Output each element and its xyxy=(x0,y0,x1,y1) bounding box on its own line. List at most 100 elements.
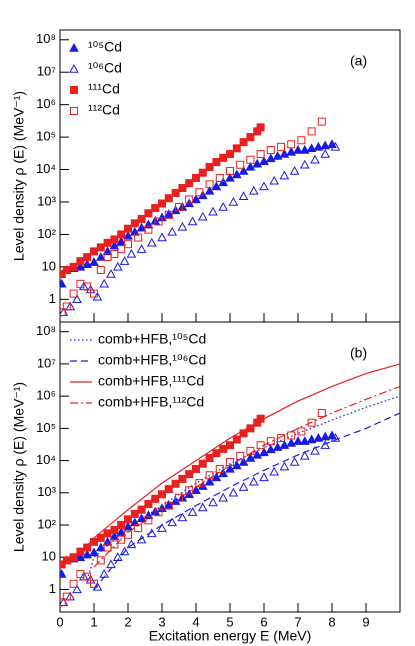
data-point xyxy=(110,540,119,549)
data-point xyxy=(117,230,126,239)
data-point xyxy=(90,537,98,546)
data-point xyxy=(130,509,139,518)
data-point xyxy=(245,453,256,462)
data-point xyxy=(90,247,98,256)
data-point xyxy=(187,507,198,516)
plot-area xyxy=(60,117,341,317)
data-point xyxy=(76,257,85,266)
data-point xyxy=(297,427,306,436)
y-tick-label: 1 xyxy=(49,581,56,596)
data-point xyxy=(96,533,105,542)
data-point xyxy=(117,535,126,544)
data-point xyxy=(245,161,256,171)
data-point xyxy=(265,444,276,454)
legend-label: ¹¹¹Cd xyxy=(88,81,120,97)
legend-label: ¹¹²Cd xyxy=(88,102,120,118)
y-tick-label: 10⁸ xyxy=(36,31,56,46)
y-tick-label: 10³ xyxy=(37,484,56,499)
data-point xyxy=(228,196,239,206)
data-point xyxy=(293,436,303,445)
data-point xyxy=(310,154,320,164)
data-point xyxy=(76,547,85,556)
data-point xyxy=(218,468,229,478)
data-point xyxy=(310,445,320,455)
data-point xyxy=(226,167,234,176)
y-tick-label: 1 xyxy=(49,291,56,306)
data-point xyxy=(246,155,255,164)
data-point xyxy=(144,209,153,218)
data-point xyxy=(102,536,113,546)
data-point xyxy=(232,435,241,444)
data-point xyxy=(96,556,105,565)
panel-label: (b) xyxy=(350,345,367,361)
data-point xyxy=(185,195,194,204)
data-point xyxy=(171,188,180,197)
data-point xyxy=(102,246,113,256)
data-point xyxy=(151,204,160,213)
data-point xyxy=(171,479,180,488)
data-point xyxy=(75,552,86,561)
data-point xyxy=(212,158,221,167)
legend-label: comb+HFB,¹¹²Cd xyxy=(98,394,204,410)
y-axis-title: Level density ρ (E) (MeV⁻¹) xyxy=(11,382,27,552)
data-point xyxy=(158,490,166,499)
x-tick-label: 7 xyxy=(294,614,301,629)
data-point xyxy=(256,123,265,132)
data-point xyxy=(96,243,105,252)
data-point xyxy=(226,150,234,159)
legend-label: comb+HFB,¹¹¹Cd xyxy=(98,373,204,389)
data-point xyxy=(330,433,341,442)
y-tick-label: 10⁴ xyxy=(36,452,56,467)
data-point xyxy=(167,517,178,527)
data-point xyxy=(136,222,147,232)
data-point xyxy=(320,149,331,158)
legend-label: ¹⁰⁶Cd xyxy=(88,60,122,76)
data-point xyxy=(266,437,275,446)
data-point xyxy=(164,485,173,494)
data-point xyxy=(60,569,67,578)
data-point xyxy=(177,221,188,231)
data-point xyxy=(218,492,229,502)
y-tick-label: 10⁵ xyxy=(36,129,56,144)
data-point xyxy=(164,501,173,510)
legend-swatch xyxy=(69,42,79,52)
data-point xyxy=(279,170,290,180)
data-point xyxy=(175,203,183,212)
data-point xyxy=(83,282,92,291)
data-point xyxy=(269,175,280,185)
data-point xyxy=(198,168,207,177)
data-point xyxy=(252,158,263,168)
y-tick-label: 10⁶ xyxy=(36,96,56,111)
data-point xyxy=(246,446,255,455)
data-point xyxy=(219,153,228,162)
data-point xyxy=(293,144,303,154)
model-curve xyxy=(76,363,400,558)
data-point xyxy=(92,581,103,591)
data-point xyxy=(99,278,110,288)
data-point xyxy=(232,144,241,153)
data-point xyxy=(157,523,167,532)
legend-swatch xyxy=(70,107,78,115)
data-point xyxy=(231,169,242,179)
data-point xyxy=(124,240,132,249)
data-point xyxy=(256,414,265,423)
data-point xyxy=(299,436,310,445)
data-point xyxy=(205,471,214,480)
data-point xyxy=(90,289,98,298)
data-point xyxy=(299,159,310,169)
data-point xyxy=(103,529,112,538)
data-point xyxy=(228,487,239,497)
data-point xyxy=(205,180,214,189)
data-point xyxy=(299,450,310,460)
plot-area xyxy=(60,363,400,607)
data-point xyxy=(126,539,137,549)
data-point xyxy=(226,458,234,467)
data-point xyxy=(110,249,119,258)
data-point xyxy=(238,482,249,491)
data-point xyxy=(110,235,119,244)
y-tick-label: 10⁷ xyxy=(37,355,56,370)
data-point xyxy=(252,449,263,459)
data-point xyxy=(144,499,153,508)
panel-label: (a) xyxy=(350,53,367,69)
data-point xyxy=(103,238,112,247)
